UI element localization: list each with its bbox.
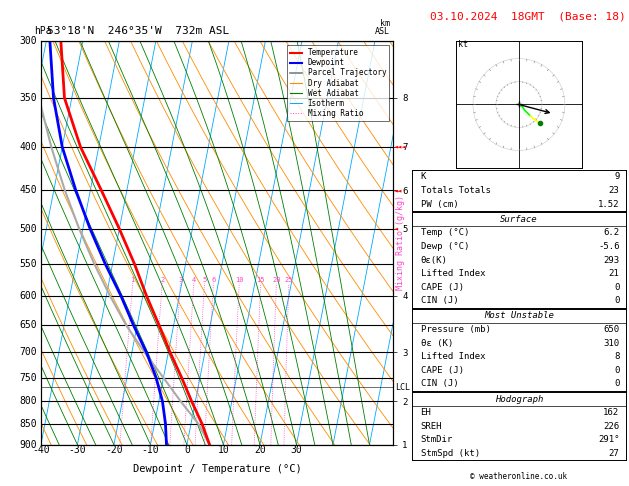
Text: 21: 21 <box>609 269 620 278</box>
Legend: Temperature, Dewpoint, Parcel Trajectory, Dry Adiabat, Wet Adiabat, Isotherm, Mi: Temperature, Dewpoint, Parcel Trajectory… <box>287 45 389 121</box>
Text: 15: 15 <box>257 278 265 283</box>
Text: EH: EH <box>421 408 431 417</box>
Text: 1.52: 1.52 <box>598 200 620 208</box>
Text: θε (K): θε (K) <box>421 339 453 347</box>
Text: 2: 2 <box>160 278 164 283</box>
Text: 550: 550 <box>19 259 36 269</box>
Text: ◄◄: ◄◄ <box>394 187 403 193</box>
Text: 750: 750 <box>19 373 36 383</box>
Text: © weatheronline.co.uk: © weatheronline.co.uk <box>470 472 567 481</box>
Text: 450: 450 <box>19 185 36 195</box>
Text: SREH: SREH <box>421 422 442 431</box>
Text: θε(K): θε(K) <box>421 256 447 264</box>
Text: 350: 350 <box>19 93 36 103</box>
Text: 300: 300 <box>19 36 36 46</box>
Text: ◄◄◄: ◄◄◄ <box>394 144 407 150</box>
Text: StmSpd (kt): StmSpd (kt) <box>421 449 480 458</box>
Text: 23: 23 <box>609 186 620 195</box>
Text: Surface: Surface <box>500 215 538 224</box>
Text: 0: 0 <box>614 366 620 375</box>
Text: 500: 500 <box>19 224 36 234</box>
Text: Lifted Index: Lifted Index <box>421 352 485 361</box>
Text: 850: 850 <box>19 419 36 429</box>
Text: PW (cm): PW (cm) <box>421 200 458 208</box>
Text: CIN (J): CIN (J) <box>421 296 458 305</box>
Text: 03.10.2024  18GMT  (Base: 18): 03.10.2024 18GMT (Base: 18) <box>430 12 626 22</box>
Text: 0: 0 <box>614 296 620 305</box>
Text: LCL: LCL <box>395 383 410 392</box>
Text: 650: 650 <box>19 320 36 330</box>
Text: 700: 700 <box>19 347 36 357</box>
Text: 20: 20 <box>272 278 281 283</box>
Text: 10: 10 <box>218 445 230 455</box>
Text: 30: 30 <box>291 445 303 455</box>
Text: CAPE (J): CAPE (J) <box>421 366 464 375</box>
Text: CAPE (J): CAPE (J) <box>421 283 464 292</box>
Text: 6.2: 6.2 <box>603 228 620 237</box>
Text: 0: 0 <box>184 445 190 455</box>
Text: StmDir: StmDir <box>421 435 453 444</box>
Text: -5.6: -5.6 <box>598 242 620 251</box>
Text: Dewp (°C): Dewp (°C) <box>421 242 469 251</box>
Text: -40: -40 <box>32 445 50 455</box>
Text: Mixing Ratio (g/kg): Mixing Ratio (g/kg) <box>396 195 405 291</box>
Text: 0: 0 <box>614 283 620 292</box>
Text: 5: 5 <box>203 278 206 283</box>
Text: km
ASL: km ASL <box>375 19 390 36</box>
Text: 1: 1 <box>131 278 135 283</box>
Text: 226: 226 <box>603 422 620 431</box>
Text: Most Unstable: Most Unstable <box>484 312 554 320</box>
Text: 10: 10 <box>235 278 243 283</box>
Text: 0: 0 <box>614 380 620 388</box>
Text: hPa: hPa <box>35 26 52 36</box>
X-axis label: Dewpoint / Temperature (°C): Dewpoint / Temperature (°C) <box>133 464 301 474</box>
Text: 4: 4 <box>192 278 196 283</box>
Text: 600: 600 <box>19 291 36 301</box>
Text: ◄: ◄ <box>394 226 399 232</box>
Text: Temp (°C): Temp (°C) <box>421 228 469 237</box>
Text: -10: -10 <box>142 445 159 455</box>
Text: 293: 293 <box>603 256 620 264</box>
Text: 650: 650 <box>603 325 620 334</box>
Text: Totals Totals: Totals Totals <box>421 186 491 195</box>
Text: 400: 400 <box>19 142 36 152</box>
Text: 25: 25 <box>284 278 293 283</box>
Text: Hodograph: Hodograph <box>495 395 543 403</box>
Text: -20: -20 <box>105 445 123 455</box>
Text: 291°: 291° <box>598 435 620 444</box>
Text: CIN (J): CIN (J) <box>421 380 458 388</box>
Text: 800: 800 <box>19 397 36 406</box>
Text: 9: 9 <box>614 173 620 181</box>
Text: Lifted Index: Lifted Index <box>421 269 485 278</box>
Text: 27: 27 <box>609 449 620 458</box>
Text: 3: 3 <box>178 278 182 283</box>
Text: 900: 900 <box>19 440 36 450</box>
Text: K: K <box>421 173 426 181</box>
Text: kt: kt <box>458 40 468 49</box>
Text: 53°18'N  246°35'W  732m ASL: 53°18'N 246°35'W 732m ASL <box>47 26 230 36</box>
Text: 162: 162 <box>603 408 620 417</box>
Text: 310: 310 <box>603 339 620 347</box>
Text: -30: -30 <box>69 445 86 455</box>
Text: 20: 20 <box>254 445 266 455</box>
Text: 6: 6 <box>211 278 216 283</box>
Text: Pressure (mb): Pressure (mb) <box>421 325 491 334</box>
Text: 8: 8 <box>614 352 620 361</box>
